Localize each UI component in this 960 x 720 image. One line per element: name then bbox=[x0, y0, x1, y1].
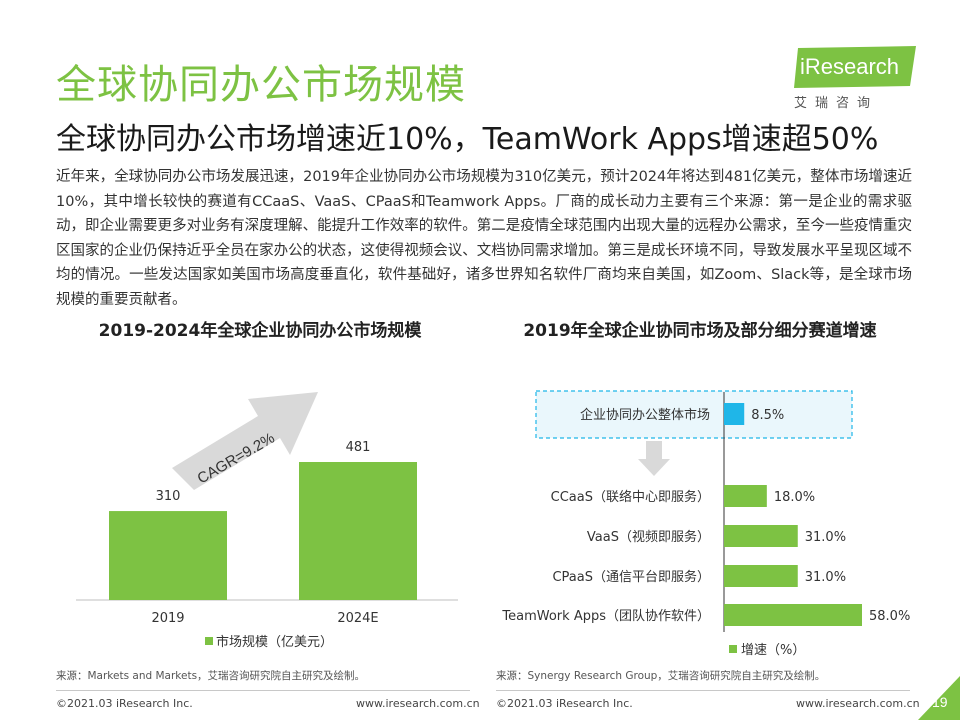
footer-divider-right bbox=[496, 690, 910, 691]
footer-copyright-left: ©2021.03 iResearch Inc. bbox=[56, 697, 193, 710]
iresearch-logo: iResearch 艾瑞咨询 bbox=[786, 46, 916, 112]
hbar-0 bbox=[724, 403, 745, 425]
x-tick-label: 2024E bbox=[337, 611, 378, 626]
page-number-badge bbox=[918, 676, 960, 720]
hbar-1 bbox=[724, 485, 767, 507]
logo-badge-shape bbox=[794, 46, 916, 88]
bar-2019 bbox=[109, 511, 227, 600]
hbar-value-label: 18.0% bbox=[774, 490, 815, 505]
chart-title-market-size: 2019-2024年全球企业协同办公市场规模 bbox=[98, 321, 422, 341]
page-title: 全球协同办公市场规模 bbox=[56, 62, 466, 108]
footer-divider-left bbox=[56, 690, 470, 691]
legend-label: 增速（%） bbox=[741, 643, 805, 658]
source-note-right: 来源：Synergy Research Group，艾瑞咨询研究院自主研究及绘制… bbox=[496, 670, 826, 682]
hbar-value-label: 58.0% bbox=[869, 609, 910, 624]
footer-url-left[interactable]: www.iresearch.com.cn bbox=[356, 697, 480, 710]
x-tick-label: 2019 bbox=[151, 611, 184, 626]
footer-copyright-right: ©2021.03 iResearch Inc. bbox=[496, 697, 633, 710]
hbar-value-label: 8.5% bbox=[751, 408, 784, 423]
hbar-value-label: 31.0% bbox=[805, 530, 846, 545]
logo-subtext: 艾瑞咨询 bbox=[794, 96, 879, 111]
page-number: 19 bbox=[932, 694, 948, 710]
bar-value-label: 481 bbox=[346, 440, 371, 455]
chart-title-growth-rate: 2019年全球企业协同市场及部分细分赛道增速 bbox=[523, 321, 877, 341]
bar-value-label: 310 bbox=[156, 489, 181, 504]
body-paragraph: 近年来，全球协同办公市场发展迅速，2019年企业协同办公市场规模为310亿美元，… bbox=[56, 169, 912, 308]
cagr-arrow bbox=[172, 392, 318, 490]
logo-text: iResearch bbox=[800, 54, 900, 79]
legend-label: 市场规模（亿美元） bbox=[216, 634, 333, 650]
category-label: CPaaS（通信平台即服务） bbox=[552, 569, 710, 585]
hbar-value-label: 31.0% bbox=[805, 570, 846, 585]
hbar-4 bbox=[724, 604, 862, 626]
down-arrow bbox=[638, 441, 670, 476]
category-label: 企业协同办公整体市场 bbox=[580, 407, 710, 423]
category-label: TeamWork Apps（团队协作软件） bbox=[501, 609, 710, 624]
legend-swatch bbox=[205, 637, 213, 645]
highlight-box bbox=[535, 390, 853, 439]
footer-url-right[interactable]: www.iresearch.com.cn bbox=[796, 697, 920, 710]
bar-2024e bbox=[299, 462, 417, 600]
page-subtitle: 全球协同办公市场增速近10%，TeamWork Apps增速超50% bbox=[56, 122, 879, 157]
source-note-left: 来源：Markets and Markets，艾瑞咨询研究院自主研究及绘制。 bbox=[56, 670, 366, 682]
legend-swatch bbox=[729, 645, 737, 653]
category-label: CCaaS（联络中心即服务） bbox=[551, 489, 710, 505]
category-label: VaaS（视频即服务） bbox=[587, 529, 710, 545]
hbar-3 bbox=[724, 565, 798, 587]
hbar-2 bbox=[724, 525, 798, 547]
